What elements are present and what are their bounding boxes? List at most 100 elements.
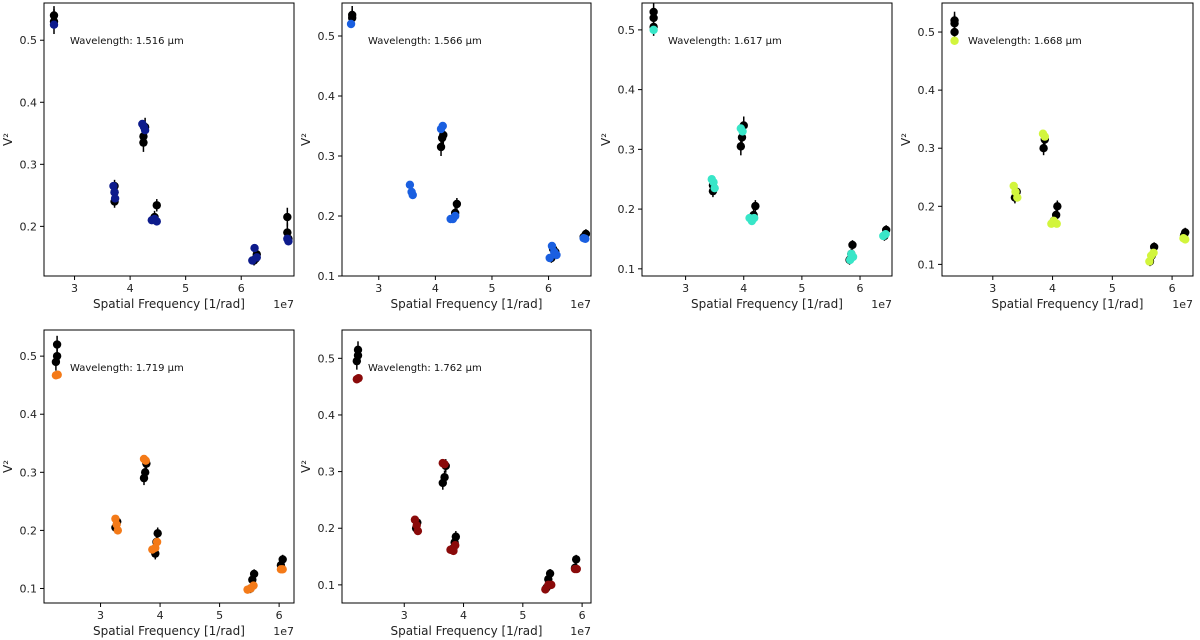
y-tick-label: 0.3 xyxy=(318,466,336,479)
x-tick-label: 6 xyxy=(857,282,864,295)
model-point xyxy=(413,526,423,536)
observed-point xyxy=(249,569,259,579)
model-point xyxy=(278,565,287,574)
plot-frame xyxy=(341,329,592,604)
y-tick-label: 0.4 xyxy=(318,90,336,103)
observed-point xyxy=(545,569,555,578)
model-point xyxy=(710,183,719,193)
observed-point xyxy=(1039,144,1048,153)
x-tick-label: 4 xyxy=(1049,282,1056,295)
y-tick-label: 0.5 xyxy=(20,34,38,47)
model-point xyxy=(738,127,747,136)
model-point xyxy=(848,252,858,262)
y-tick-label: 0.5 xyxy=(20,350,38,363)
x-tick-label: 5 xyxy=(798,282,805,295)
model-point xyxy=(750,213,759,223)
y-axis-label: V² xyxy=(299,460,313,473)
observed-point xyxy=(452,199,462,209)
y-tick-label: 0.2 xyxy=(318,210,336,223)
x-tick-label: 5 xyxy=(1109,282,1116,295)
model-point xyxy=(545,253,554,263)
x-offset-label: 1e7 xyxy=(570,625,591,638)
model-point xyxy=(1149,248,1158,257)
observed-point xyxy=(152,201,161,210)
x-tick-label: 3 xyxy=(375,282,382,295)
x-tick-label: 3 xyxy=(682,282,689,295)
observed-point xyxy=(347,10,357,20)
y-tick-label: 0.3 xyxy=(20,158,38,171)
observed-point xyxy=(153,529,162,538)
wavelength-annotation: Wavelength: 1.668 μm xyxy=(968,36,1082,47)
y-tick-label: 0.2 xyxy=(618,203,636,216)
model-point xyxy=(408,190,417,200)
plot-frame xyxy=(43,2,295,277)
x-tick-label: 6 xyxy=(238,282,245,295)
x-tick-label: 6 xyxy=(276,609,283,622)
y-tick-label: 0.4 xyxy=(318,409,336,422)
observed-point xyxy=(283,228,292,237)
x-tick-label: 4 xyxy=(432,282,439,295)
x-axis-label: Spatial Frequency [1/rad] xyxy=(93,297,245,311)
observed-point xyxy=(353,345,363,355)
x-tick-label: 3 xyxy=(97,609,104,622)
observed-point xyxy=(950,16,959,25)
observed-point xyxy=(283,212,292,222)
x-tick-label: 6 xyxy=(1169,282,1176,295)
y-tick-label: 0.3 xyxy=(918,142,936,155)
wavelength-annotation: Wavelength: 1.719 μm xyxy=(70,363,184,374)
wavelength-annotation: Wavelength: 1.762 μm xyxy=(368,363,482,374)
model-point xyxy=(152,217,161,226)
wavelength-annotation: Wavelength: 1.566 μm xyxy=(368,36,482,47)
y-axis-label: V² xyxy=(299,133,313,146)
y-tick-label: 0.1 xyxy=(918,258,936,271)
observed-point xyxy=(451,532,461,541)
y-tick-label: 0.4 xyxy=(618,84,636,97)
model-point xyxy=(440,460,449,469)
y-tick-label: 0.3 xyxy=(20,466,38,479)
wavelength-annotation: Wavelength: 1.617 μm xyxy=(668,36,782,47)
x-tick-label: 5 xyxy=(519,609,526,622)
x-tick-label: 4 xyxy=(460,609,467,622)
x-tick-label: 6 xyxy=(579,609,586,622)
model-point xyxy=(354,373,363,383)
model-point xyxy=(252,253,261,262)
y-tick-label: 0.5 xyxy=(318,30,336,43)
model-point xyxy=(110,188,119,197)
x-tick-label: 4 xyxy=(157,609,164,622)
model-point xyxy=(141,456,150,465)
y-tick-label: 0.4 xyxy=(20,408,38,421)
x-axis-label: Spatial Frequency [1/rad] xyxy=(992,297,1144,311)
model-point xyxy=(950,36,959,45)
x-offset-label: 1e7 xyxy=(273,298,294,311)
y-tick-label: 0.1 xyxy=(318,579,336,592)
subplot-1: 3 4 5 6 0.2 0.3 0.4 0.5 Spatial Frequency [1/rad… xyxy=(1,2,295,311)
model-point xyxy=(552,250,561,260)
x-offset-label: 1e7 xyxy=(273,625,294,638)
model-point xyxy=(49,20,59,29)
y-tick-label: 0.2 xyxy=(918,200,936,213)
y-tick-label: 0.2 xyxy=(20,220,38,233)
model-point xyxy=(451,541,460,550)
model-point xyxy=(1181,235,1190,244)
model-point xyxy=(1052,219,1061,228)
subplot-6: 3 4 5 6 0.1 0.2 0.3 0.4 0.5 Spatial Frequency [1/… xyxy=(299,329,592,638)
y-tick-label: 0.3 xyxy=(618,143,636,156)
y-axis-label: V² xyxy=(1,460,15,473)
model-point xyxy=(110,194,120,203)
subplot-5: 3 4 5 6 0.1 0.2 0.3 0.4 0.5 Spatial Frequency [1/… xyxy=(1,329,295,638)
wavelength-annotation: Wavelength: 1.516 μm xyxy=(70,36,184,47)
observed-point xyxy=(848,240,857,250)
plot-frame xyxy=(641,2,893,277)
x-axis-label: Spatial Frequency [1/rad] xyxy=(391,297,543,311)
model-point xyxy=(113,526,123,535)
model-point xyxy=(249,581,258,590)
x-tick-label: 3 xyxy=(71,282,78,295)
model-point xyxy=(140,125,150,135)
x-offset-label: 1e7 xyxy=(570,298,591,311)
model-point xyxy=(547,580,556,590)
model-point xyxy=(346,19,356,29)
x-axis-label: Spatial Frequency [1/rad] xyxy=(391,624,543,638)
model-point xyxy=(881,229,890,239)
y-tick-label: 0.4 xyxy=(20,96,38,109)
observed-point xyxy=(649,7,658,17)
